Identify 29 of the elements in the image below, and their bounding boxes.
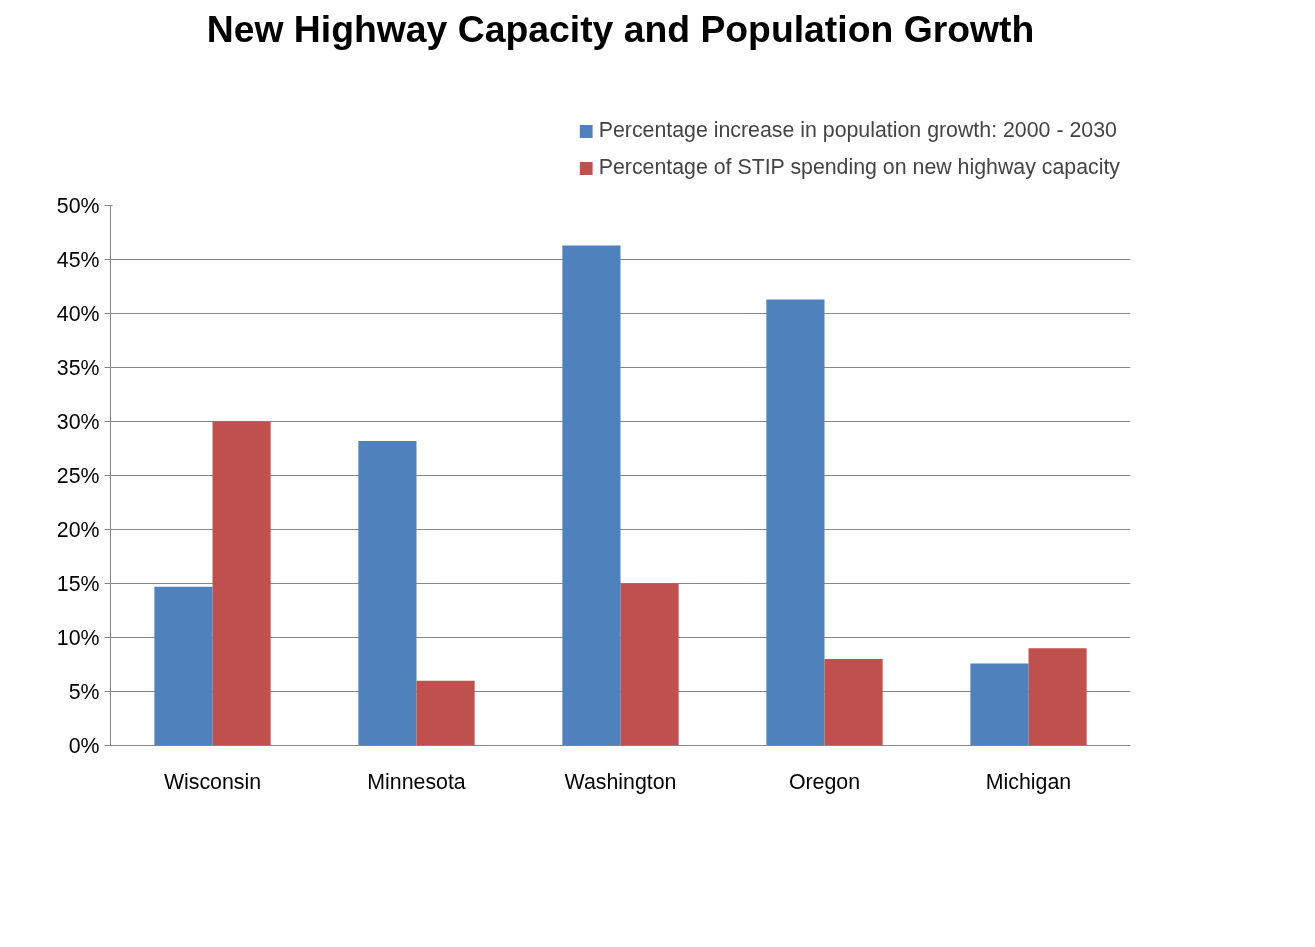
bar xyxy=(766,299,825,746)
bar xyxy=(824,659,883,746)
x-tick-label: Wisconsin xyxy=(163,769,262,794)
y-tick-label: 40% xyxy=(56,301,100,326)
bar xyxy=(620,583,679,746)
x-tick-label: Washington xyxy=(564,769,677,794)
x-tick-label: Oregon xyxy=(788,769,861,794)
bar xyxy=(970,663,1029,746)
y-tick-label: 30% xyxy=(56,409,100,434)
y-tick-label: 25% xyxy=(56,463,100,488)
legend-label: Percentage of STIP spending on new highway capacity xyxy=(598,155,1120,180)
bar xyxy=(154,586,213,746)
y-tick-label: 50% xyxy=(56,193,100,218)
y-tick-label: 20% xyxy=(56,517,100,542)
y-tick-label: 10% xyxy=(56,625,100,650)
bar xyxy=(1028,648,1087,746)
bar xyxy=(358,440,417,746)
chart-title: New Highway Capacity and Population Growth xyxy=(206,7,1035,50)
x-tick-label: Michigan xyxy=(985,769,1072,794)
y-tick-label: 45% xyxy=(56,247,100,272)
bar xyxy=(562,245,621,746)
y-tick-label: 35% xyxy=(56,355,100,380)
y-tick-label: 5% xyxy=(68,679,100,704)
bar xyxy=(212,421,271,746)
y-tick-label: 15% xyxy=(56,571,100,596)
bar xyxy=(416,680,475,746)
legend-label: Percentage increase in population growth: 2000 - 2030 xyxy=(598,118,1117,143)
y-tick-label: 0% xyxy=(68,733,100,758)
x-tick-label: Minnesota xyxy=(367,769,466,794)
